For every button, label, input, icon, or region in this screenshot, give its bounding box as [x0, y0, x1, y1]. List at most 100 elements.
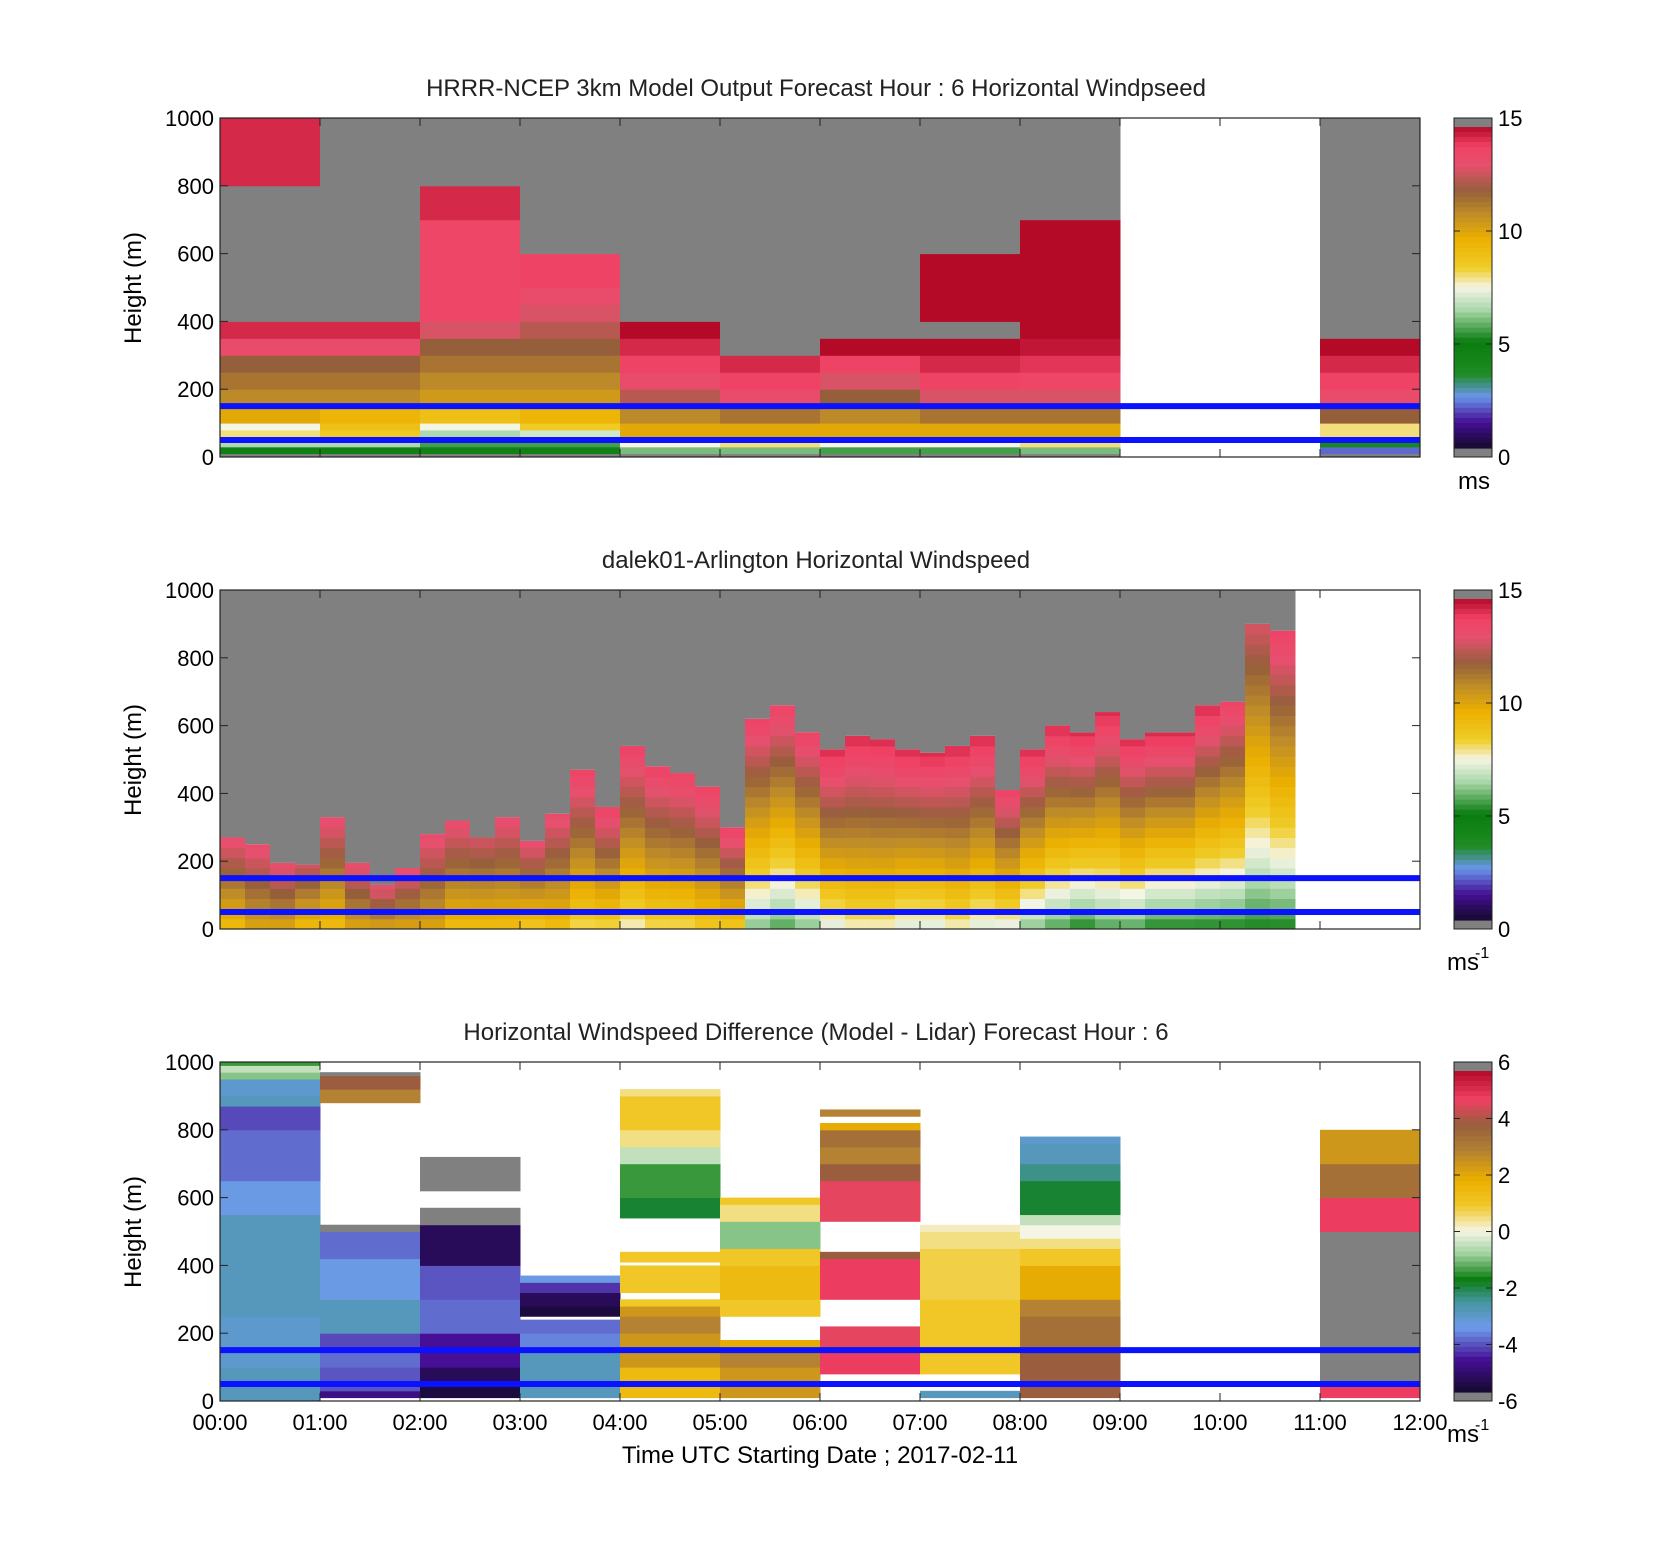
heatmap-cell	[295, 867, 321, 879]
colorbar-swatch	[1454, 427, 1492, 434]
heatmap-cell	[420, 837, 446, 849]
heatmap-cell	[320, 406, 421, 424]
heatmap-cell	[1145, 867, 1171, 879]
colorbar-swatch	[1454, 1206, 1492, 1213]
heatmap-cell	[245, 847, 271, 859]
heatmap-cell	[820, 878, 846, 889]
heatmap-cell	[270, 878, 296, 889]
heatmap-cell	[1070, 867, 1096, 879]
heatmap-cell	[995, 918, 1021, 930]
heatmap-cell	[670, 776, 696, 788]
heatmap-cell	[470, 847, 496, 859]
y-tick-label: 200	[177, 377, 214, 402]
heatmap-cell	[1170, 590, 1196, 733]
colorbar-swatch	[1454, 669, 1492, 675]
colorbar-cap	[1454, 448, 1492, 457]
colorbar-swatch	[1454, 252, 1492, 259]
heatmap-cell	[545, 817, 571, 828]
heatmap-cell	[1195, 745, 1221, 757]
heatmap-cell	[720, 837, 746, 849]
heatmap-cell	[1020, 817, 1046, 828]
heatmap-cell	[895, 837, 921, 849]
heatmap-cell	[1320, 423, 1421, 438]
heatmap-cell	[470, 888, 496, 899]
heatmap-cell	[220, 338, 321, 356]
heatmap-cell	[970, 745, 996, 757]
heatmap-cell	[845, 756, 871, 767]
colorbar-swatch	[1454, 1301, 1492, 1308]
heatmap-cell	[745, 590, 771, 719]
heatmap-cell	[520, 453, 621, 458]
heatmap-cell	[320, 898, 346, 910]
colorbar-swatch	[1454, 232, 1492, 238]
heatmap-cell	[245, 844, 271, 849]
heatmap-cell	[1320, 1384, 1421, 1399]
x-tick-label: 10:00	[1192, 1410, 1247, 1435]
heatmap-cell	[845, 857, 871, 869]
heatmap-cell	[745, 745, 771, 757]
heatmap-cell	[295, 590, 321, 865]
heatmap-cell	[420, 453, 521, 458]
colorbar-swatch	[1454, 1191, 1492, 1197]
heatmap-cell	[1220, 766, 1246, 777]
heatmap-cell	[1020, 1180, 1121, 1216]
colorbar-swatch	[1454, 1386, 1492, 1393]
heatmap-cell	[245, 878, 271, 889]
colorbar-swatch	[1454, 679, 1492, 685]
heatmap-cell	[1095, 857, 1121, 869]
heatmap-cell	[1095, 745, 1121, 757]
colorbar-swatch	[1454, 412, 1492, 419]
heatmap-cell	[320, 1299, 421, 1334]
heatmap-cell	[695, 590, 721, 787]
heatmap-cell	[1245, 756, 1271, 767]
heatmap-cell	[495, 817, 521, 828]
heatmap-cell	[1095, 918, 1121, 930]
heatmap-cell	[1270, 786, 1296, 798]
colorbar-swatch	[1454, 302, 1492, 309]
heatmap-cell	[1145, 837, 1171, 849]
heatmap-cell	[520, 406, 621, 424]
colorbar-swatch	[1454, 1121, 1492, 1127]
heatmap-cell	[1220, 735, 1246, 747]
heatmap-cell	[970, 776, 996, 788]
panel-difference-ylabel: Height (m)	[120, 1176, 147, 1288]
heatmap-cell	[845, 776, 871, 788]
heatmap-cell	[695, 837, 721, 849]
colorbar-swatch	[1454, 1091, 1492, 1097]
colorbar-swatch	[1454, 242, 1492, 248]
heatmap-cell	[595, 918, 621, 930]
heatmap-cell	[820, 1180, 921, 1222]
heatmap-cell	[870, 867, 896, 879]
heatmap-cell	[620, 806, 646, 818]
heatmap-cell	[1145, 806, 1171, 818]
heatmap-cell	[1120, 806, 1146, 818]
heatmap-cell	[820, 1350, 921, 1375]
colorbar-swatch	[1454, 172, 1492, 178]
panel-difference-colorbar-unit: ms	[1447, 1421, 1479, 1448]
y-tick-label: 200	[177, 849, 214, 874]
colorbar-frame	[1453, 589, 1493, 930]
heatmap-cell	[920, 423, 1021, 438]
heatmap-cell	[1070, 776, 1096, 788]
heatmap-cell	[520, 446, 621, 455]
heatmap-cell	[845, 745, 871, 757]
heatmap-cell	[870, 590, 896, 740]
heatmap-cell	[770, 715, 796, 727]
heatmap-cell	[620, 766, 646, 777]
colorbar-swatch	[1454, 272, 1492, 279]
heatmap-cell	[670, 918, 696, 930]
colorbar-swatch	[1454, 819, 1492, 826]
heatmap-cell	[820, 827, 846, 838]
colorbar-swatch	[1454, 1186, 1492, 1192]
heatmap-cell	[745, 718, 771, 727]
heatmap-cell	[770, 898, 796, 910]
colorbar-swatch	[1454, 1331, 1492, 1338]
heatmap-cell	[245, 888, 271, 899]
heatmap-cell	[720, 1299, 821, 1317]
heatmap-cell	[1245, 878, 1271, 889]
panel-lidar-colorbar-unit-sup: -1	[1475, 945, 1489, 962]
colorbar-swatch	[1454, 644, 1492, 650]
heatmap-cell	[495, 827, 521, 838]
heatmap-cell	[1145, 756, 1171, 767]
heatmap-cell	[545, 857, 571, 869]
